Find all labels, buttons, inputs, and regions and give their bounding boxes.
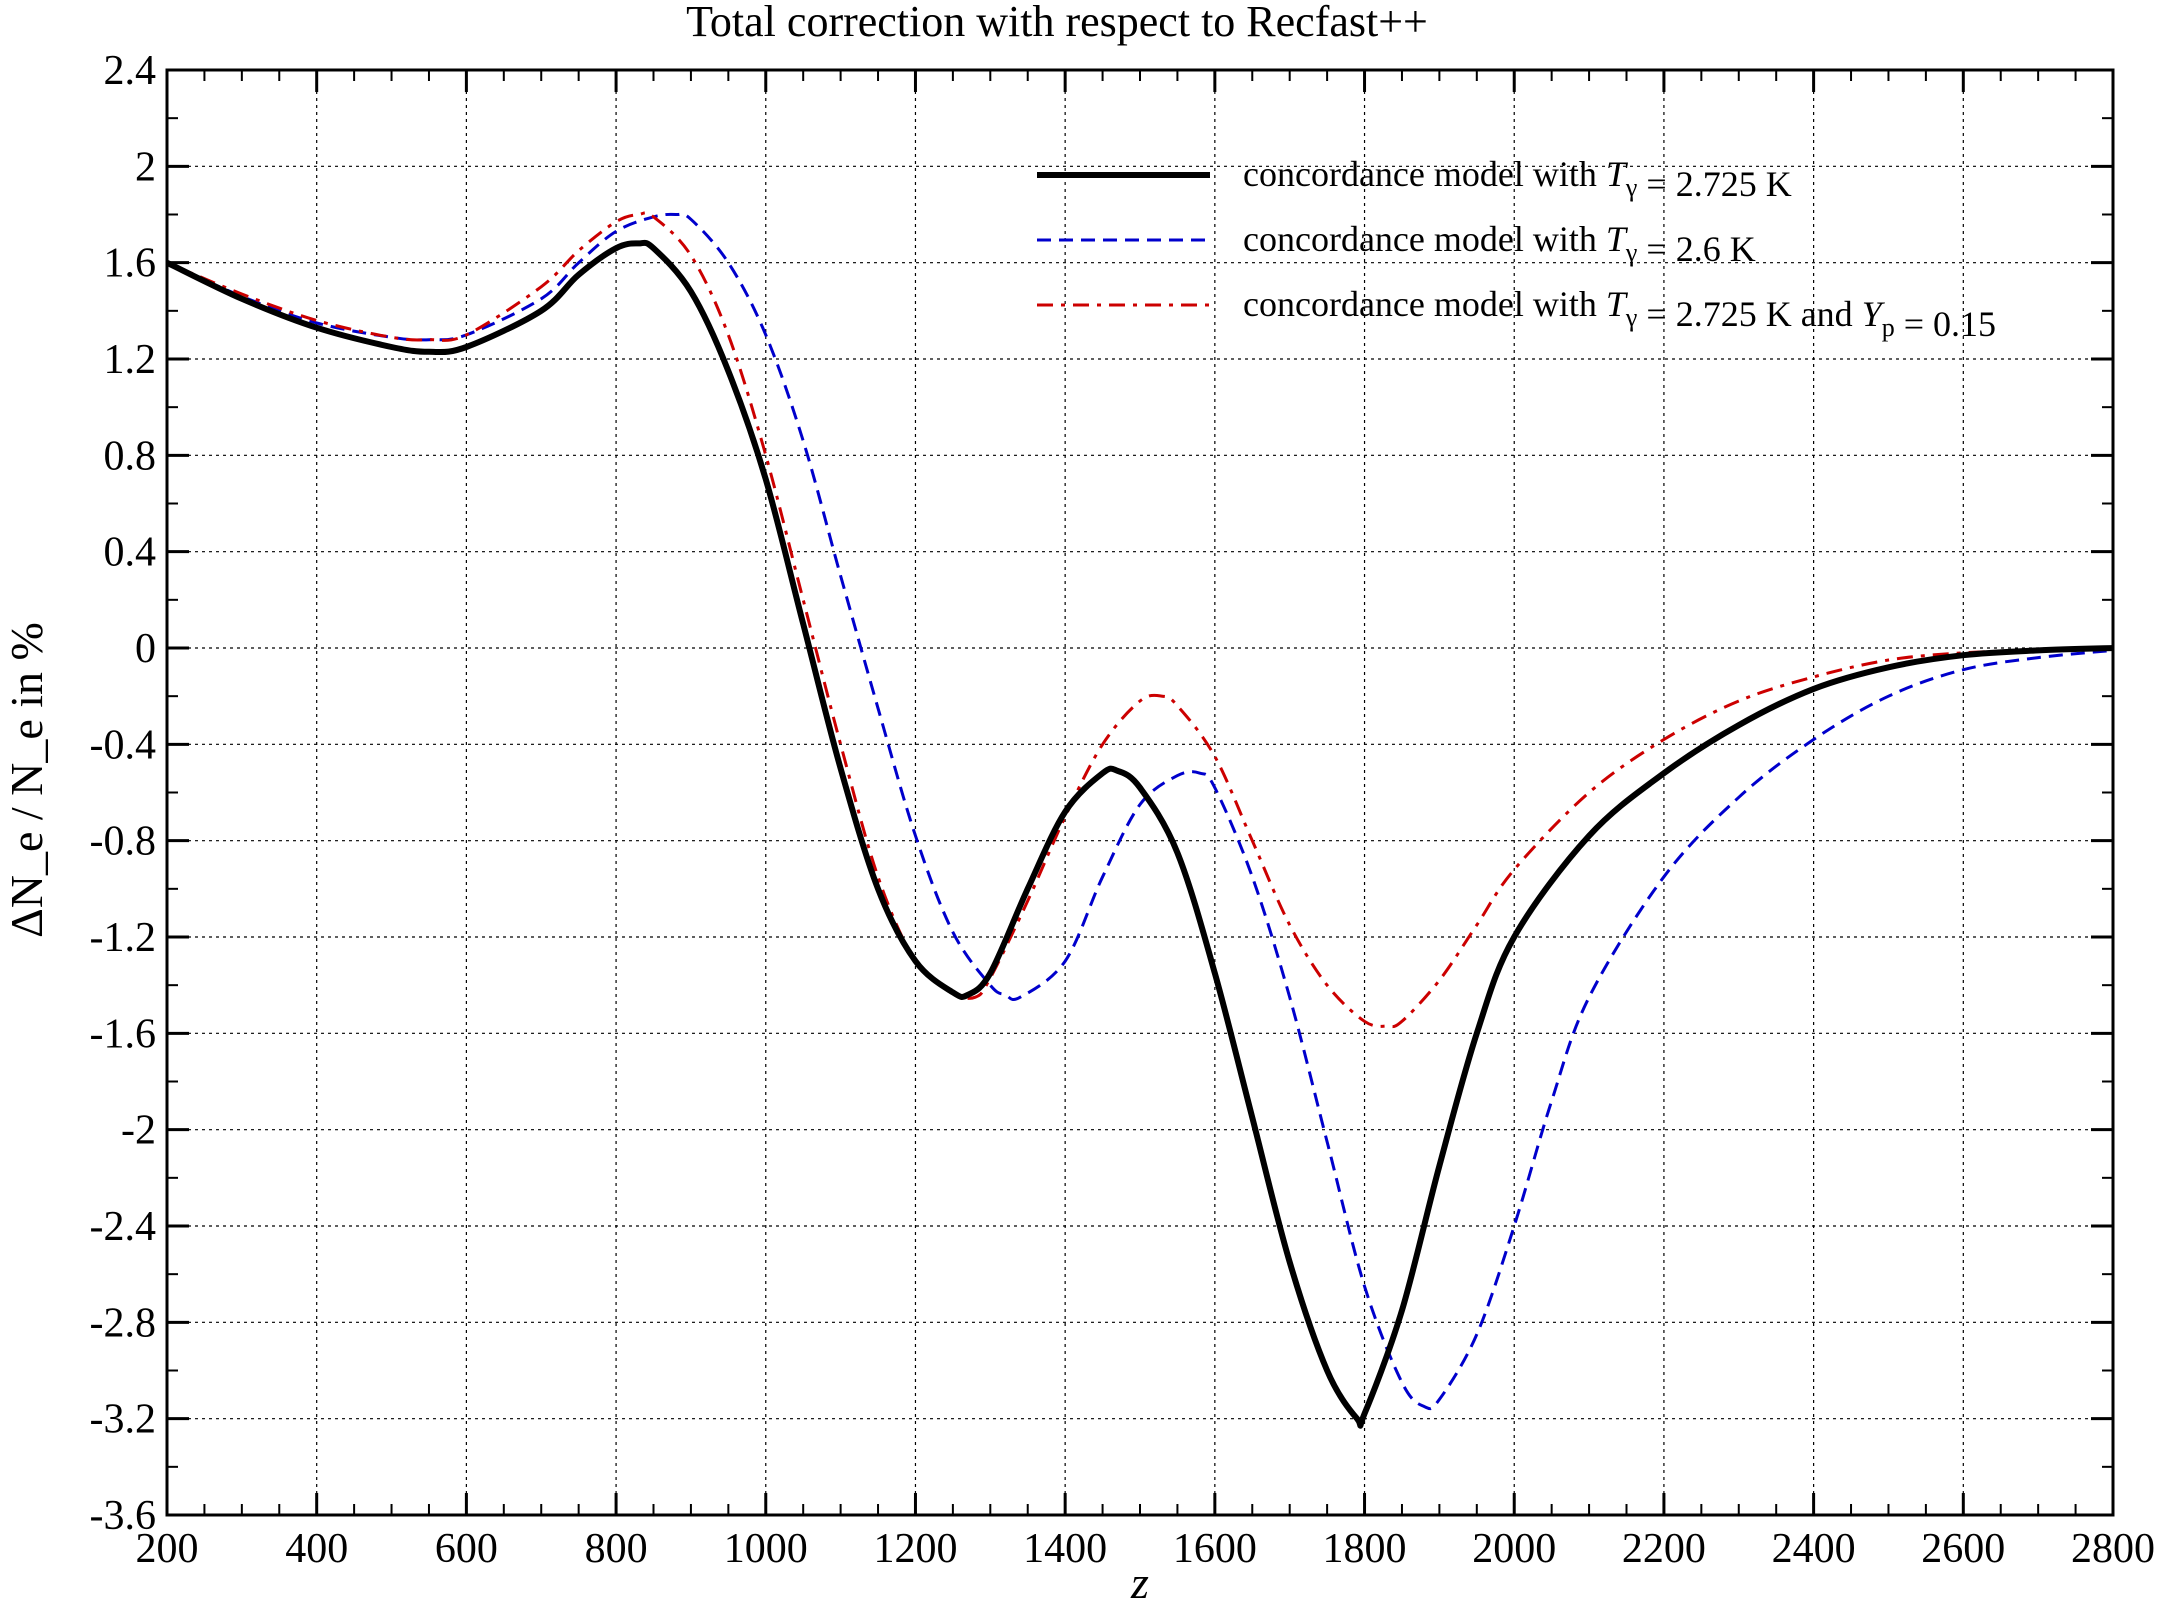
x-tick-label: 1400: [1023, 1526, 1107, 1572]
x-tick-label: 1800: [1323, 1526, 1407, 1572]
x-tick-label: 2800: [2071, 1526, 2155, 1572]
y-tick-label: -0.4: [90, 722, 157, 768]
legend-label: concordance model with Tγ = 2.725 K and …: [1243, 284, 1996, 344]
y-tick-label: -2: [121, 1108, 156, 1154]
y-tick-label: 0.4: [104, 530, 157, 576]
x-tick-label: 2400: [1772, 1526, 1856, 1572]
series-line-1: [165, 239, 2114, 1429]
series-line-2: [166, 212, 2114, 1411]
plot-frame: [165, 68, 2115, 1517]
x-tick-label: 2600: [1921, 1526, 2005, 1572]
y-tick-label: 1.2: [104, 337, 157, 383]
x-tick-label: 1200: [873, 1526, 957, 1572]
legend: concordance model with Tγ = 2.725 K conco…: [1037, 154, 1996, 344]
x-tick-label: 2200: [1622, 1526, 1706, 1572]
legend-label: concordance model with Tγ = 2.6 K: [1243, 219, 1756, 269]
y-tick-label: -1.2: [90, 915, 157, 961]
y-tick-label: -2.8: [90, 1300, 157, 1346]
y-tick-label: 2.4: [104, 48, 157, 94]
series-line-3: [166, 211, 2114, 1029]
y-tick-label: -3.2: [90, 1397, 157, 1443]
x-tick-label: 1000: [724, 1526, 808, 1572]
x-axis-label: z: [1130, 1557, 1149, 1608]
series-lines: [165, 211, 2114, 1429]
x-tick-label: 1600: [1173, 1526, 1257, 1572]
y-tick-label: -1.6: [90, 1011, 157, 1057]
y-tick-label: -2.4: [90, 1204, 157, 1250]
x-tick-label: 200: [136, 1526, 199, 1572]
grid: [167, 70, 2113, 1515]
x-tick-label: 800: [585, 1526, 648, 1572]
chart-title: Total correction with respect to Recfast…: [686, 0, 1428, 46]
y-tick-label: 0.8: [104, 433, 157, 479]
y-tick-label: 0: [135, 626, 156, 672]
y-tick-label: -0.8: [90, 819, 157, 865]
y-tick-label: -3.6: [90, 1493, 157, 1539]
x-tick-labels: 200 400 600 800 1000 1200 1400 1600 1800 2000 2200…: [136, 1526, 2156, 1572]
x-tick-label: 2000: [1472, 1526, 1556, 1572]
legend-label: concordance model with Tγ = 2.725 K: [1243, 154, 1792, 204]
y-axis-label: ΔN_e / N_e in %: [1, 622, 52, 938]
y-tick-label: 2: [135, 144, 156, 190]
y-tick-labels: 2.4 2 1.6 1.2 0.8 0.4 0 -0.4 -0.8 -1.2 -1.6 -2 -2.4 -…: [90, 48, 157, 1539]
y-tick-label: 1.6: [104, 241, 157, 287]
x-tick-label: 600: [435, 1526, 498, 1572]
x-tick-label: 400: [285, 1526, 348, 1572]
